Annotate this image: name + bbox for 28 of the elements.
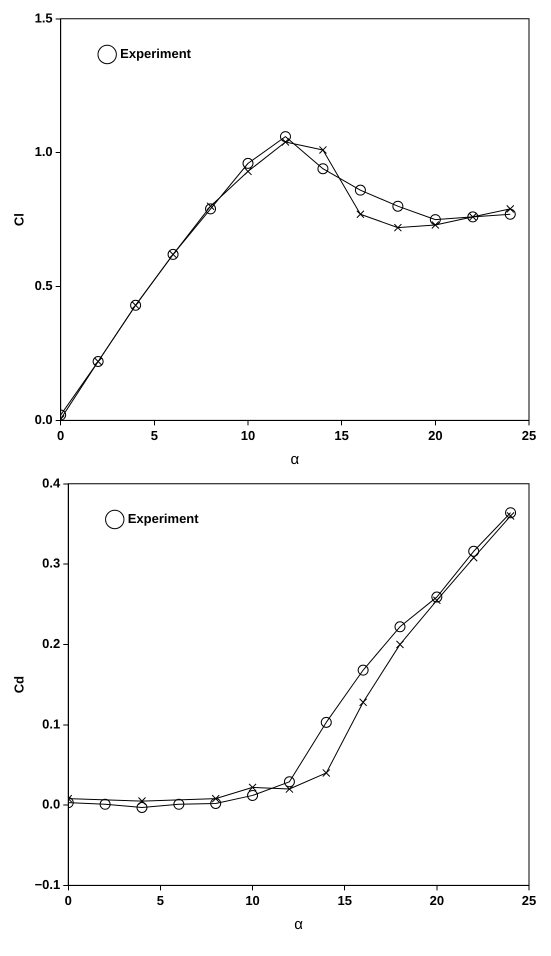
- x-tick-label: 25: [522, 428, 536, 443]
- x-tick-label: 0: [57, 428, 64, 443]
- y-tick-label: 1.0: [34, 144, 53, 160]
- x-tick-label: 25: [522, 892, 536, 908]
- y-axis-title: Cd: [11, 676, 26, 694]
- y-tick-label: 0.3: [42, 556, 60, 571]
- x-tick-label: 15: [334, 428, 349, 443]
- x-axis-title: α: [290, 451, 300, 468]
- x-tick-label: 20: [428, 428, 443, 443]
- x-axis-title: α: [294, 916, 304, 934]
- x-tick-label: 5: [150, 428, 158, 443]
- legend-label: Experiment: [120, 46, 192, 62]
- y-tick-label: 0.4: [42, 475, 62, 490]
- y-axis-title: Cl: [11, 213, 26, 226]
- y-tick-label: 0.0: [34, 412, 53, 427]
- x-tick-label: 5: [156, 892, 164, 908]
- y-tick-label: −0.1: [34, 876, 60, 892]
- x-tick-label: 20: [430, 892, 444, 908]
- x-tick-label: 10: [245, 892, 260, 908]
- y-tick-label: 0.1: [42, 716, 60, 732]
- x-tick-label: 10: [240, 428, 256, 443]
- x-tick-label: 15: [337, 892, 352, 908]
- legend-label: Experiment: [128, 511, 200, 526]
- x-tick-label: 0: [64, 892, 72, 908]
- y-tick-label: 1.5: [34, 10, 53, 26]
- y-tick-label: 0.2: [42, 636, 60, 652]
- y-tick-label: 0.0: [42, 796, 60, 812]
- y-tick-label: 0.5: [34, 278, 53, 294]
